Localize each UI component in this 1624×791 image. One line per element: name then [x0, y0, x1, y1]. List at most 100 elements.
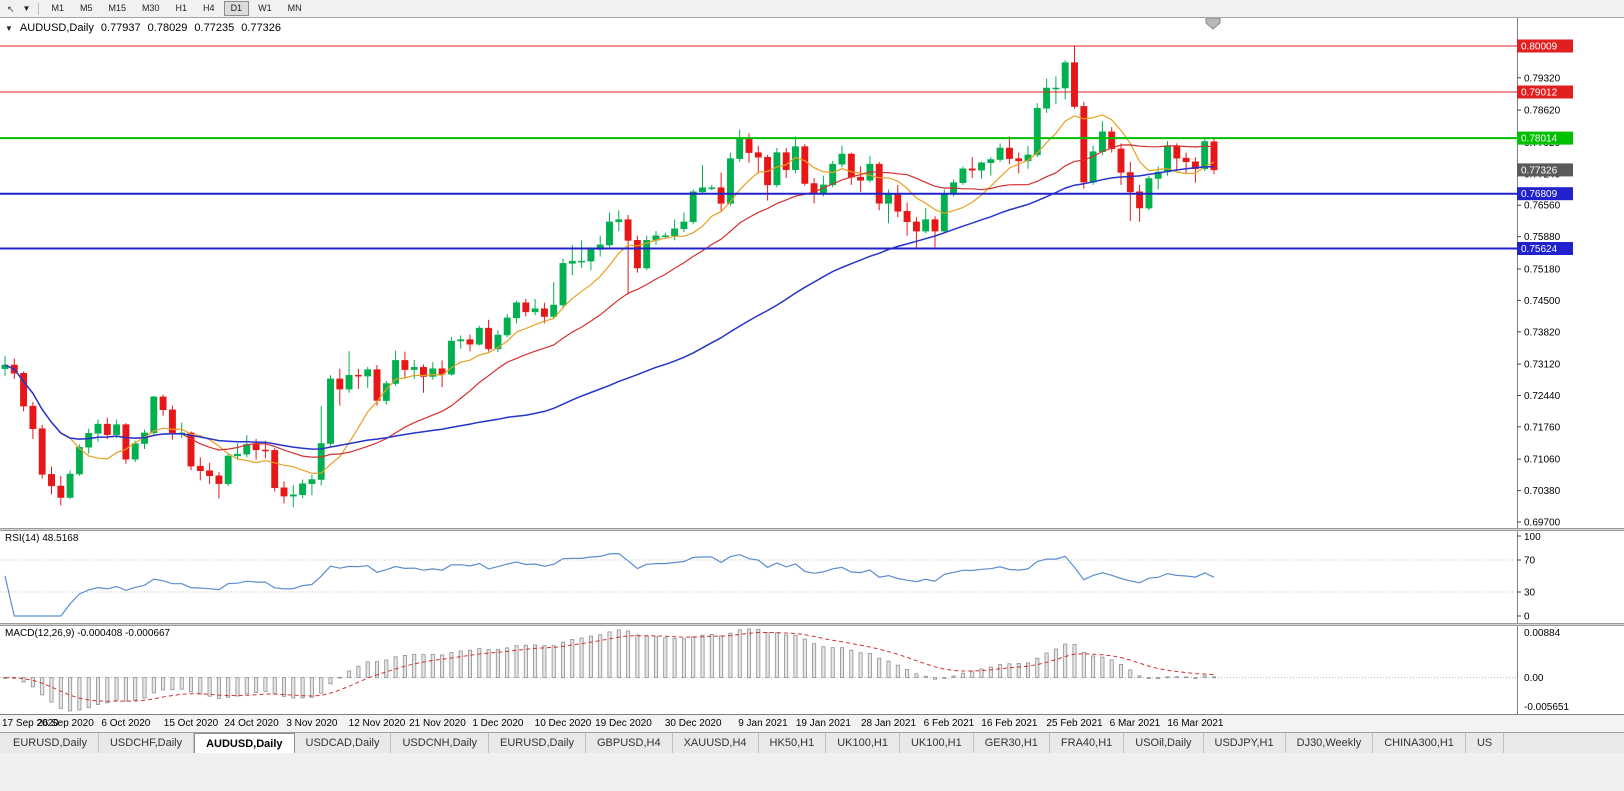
- timeframe-button-d1[interactable]: D1: [223, 1, 250, 16]
- rsi-scale-tick: 30: [1524, 588, 1536, 599]
- price-tick: 0.79320: [1524, 73, 1561, 84]
- macd-scale-tick: 0.00: [1524, 673, 1544, 684]
- price-badge: 0.75624: [1517, 242, 1573, 255]
- date-label: 1 Dec 2020: [472, 718, 524, 729]
- chart-tab-gbpusd-h4[interactable]: GBPUSD,H4: [586, 733, 673, 753]
- chart-tab-uk100-h1[interactable]: UK100,H1: [900, 733, 974, 753]
- date-label: 28 Jan 2021: [860, 718, 917, 729]
- chart-tab-eurusd-daily[interactable]: EURUSD,Daily: [489, 733, 586, 753]
- chart-area: 0.793200.786200.779200.772400.765600.758…: [0, 18, 1624, 732]
- svg-text:0.80009: 0.80009: [1521, 42, 1558, 53]
- price-badge: 0.76809: [1517, 187, 1573, 201]
- date-axis[interactable]: 17 Sep 2020 26 Sep 2020 6 Oct 2020 15 Oct 2…: [0, 714, 1624, 732]
- price-tick: 0.75880: [1524, 232, 1561, 243]
- chart-tab-usdjpy-h1[interactable]: USDJPY,H1: [1204, 733, 1286, 753]
- price-tick: 0.74500: [1524, 296, 1561, 307]
- price-tick: 0.76560: [1524, 201, 1561, 212]
- date-label: 10 Dec 2020: [534, 718, 592, 729]
- panel-splitter[interactable]: [0, 528, 1624, 531]
- svg-text:0.76809: 0.76809: [1521, 189, 1558, 200]
- price-tick: 0.71060: [1524, 455, 1561, 466]
- chart-tab-xauusd-h4[interactable]: XAUUSD,H4: [673, 733, 759, 753]
- candles-layer: [1, 46, 1218, 508]
- chart-tab-usdcad-daily[interactable]: USDCAD,Daily: [295, 733, 392, 753]
- date-label: 6 Feb 2021: [923, 718, 975, 729]
- date-label: 15 Oct 2020: [163, 718, 219, 729]
- timeframe-button-w1[interactable]: W1: [258, 3, 272, 13]
- timeframe-button-m5[interactable]: M5: [79, 3, 93, 13]
- timeframe-toolbar: ↖ ▼ M1 M5 M15 M30 H1 H4 D1 W1 MN: [0, 0, 1624, 18]
- price-badge: 0.78014: [1517, 131, 1573, 145]
- rsi-label: RSI(14) 48.5168: [5, 533, 79, 544]
- symbol-dropdown-icon[interactable]: ▼: [5, 24, 13, 33]
- macd-scale-tick: -0.005651: [1524, 702, 1569, 713]
- date-label: 16 Mar 2021: [1167, 718, 1224, 729]
- date-label: 19 Dec 2020: [595, 718, 652, 729]
- chart-tab-china300-h1[interactable]: CHINA300,H1: [1373, 733, 1466, 753]
- chart-tab-usdcnh-daily[interactable]: USDCNH,Daily: [391, 733, 490, 753]
- timeframe-button-mn[interactable]: MN: [287, 3, 302, 13]
- chart-tab-audusd-daily[interactable]: AUDUSD,Daily: [194, 733, 295, 753]
- timeframe-button-m30[interactable]: M30: [142, 3, 160, 13]
- price-tick: 0.73120: [1524, 360, 1561, 371]
- date-label: 3 Nov 2020: [286, 718, 338, 729]
- date-label: 26 Sep 2020: [37, 718, 94, 729]
- price-tick: 0.78620: [1524, 106, 1561, 117]
- date-label: 16 Feb 2021: [981, 718, 1038, 729]
- rsi-panel[interactable]: 100 70 30 0: [0, 531, 1624, 623]
- rsi-scale-tick: 70: [1524, 556, 1536, 567]
- date-label: 24 Oct 2020: [224, 718, 279, 729]
- ohlc-close: 0.77326: [241, 22, 281, 34]
- chart-tab-ger30-h1[interactable]: GER30,H1: [974, 733, 1050, 753]
- timeframe-button-h4[interactable]: H4: [203, 3, 215, 13]
- chart-tab-usdchf-daily[interactable]: USDCHF,Daily: [99, 733, 195, 753]
- date-label: 9 Jan 2021: [738, 718, 788, 729]
- date-label: 21 Nov 2020: [409, 718, 466, 729]
- toolbar-divider: [38, 2, 40, 15]
- date-label: 6 Oct 2020: [101, 718, 151, 729]
- timeframe-button-m1[interactable]: M1: [51, 3, 64, 13]
- dropdown-caret-icon[interactable]: ▼: [22, 3, 31, 13]
- svg-text:0.78014: 0.78014: [1521, 134, 1558, 145]
- macd-panel[interactable]: 0.00884 0.00 -0.005651: [0, 626, 1624, 714]
- price-badge: 0.80009: [1517, 39, 1573, 53]
- chart-symbol: AUDUSD,Daily: [19, 22, 94, 34]
- chart-tab-bar: EURUSD,Daily USDCHF,Daily AUDUSD,Daily USDC…: [0, 732, 1624, 753]
- ohlc-open: 0.77937: [100, 22, 141, 34]
- price-tick: 0.73820: [1524, 327, 1561, 338]
- price-badge: 0.79012: [1517, 85, 1573, 99]
- price-tick: 0.70380: [1524, 486, 1561, 497]
- date-label: 30 Dec 2020: [664, 718, 722, 729]
- timeframe-button-h1[interactable]: H1: [175, 3, 188, 13]
- price-badge: 0.77326: [1517, 163, 1573, 177]
- chart-tab-usoil-daily[interactable]: USOil,Daily: [1124, 733, 1204, 753]
- chart-tab-hk50-h1[interactable]: HK50,H1: [759, 733, 827, 753]
- chart-tab-fra40-h1[interactable]: FRA40,H1: [1050, 733, 1125, 753]
- rsi-scale-tick: 100: [1524, 532, 1541, 543]
- date-label: 17 Sep 2020: [2, 718, 59, 729]
- date-label: 12 Nov 2020: [348, 718, 406, 729]
- date-label: 6 Mar 2021: [1109, 718, 1161, 729]
- ma-slow-line: [4, 165, 1215, 450]
- macd-scale-tick: 0.00884: [1524, 628, 1561, 639]
- chart-tab-eurusd-daily[interactable]: EURUSD,Daily: [2, 733, 99, 753]
- svg-text:0.77326: 0.77326: [1521, 165, 1558, 176]
- timeframe-buttons: M1 M5 M15 M30 H1 H4 D1 W1 MN: [43, 1, 309, 16]
- chart-shift-marker[interactable]: [1205, 18, 1221, 30]
- ohlc-low: 0.77235: [194, 22, 235, 34]
- chart-tab-uk100-h1[interactable]: UK100,H1: [826, 733, 900, 753]
- svg-text:0.79012: 0.79012: [1521, 88, 1558, 99]
- rsi-scale-tick: 0: [1524, 612, 1530, 623]
- timeframe-button-m15[interactable]: M15: [108, 3, 127, 13]
- ma-mid-line: [4, 144, 1215, 458]
- main-price-chart[interactable]: 0.793200.786200.779200.772400.765600.758…: [0, 18, 1624, 528]
- chart-tab-dj30-weekly[interactable]: DJ30,Weekly: [1286, 733, 1374, 753]
- price-tick: 0.72440: [1524, 391, 1561, 402]
- panel-splitter[interactable]: [0, 623, 1624, 626]
- chart-tab-us[interactable]: US: [1466, 733, 1505, 753]
- cursor-icon[interactable]: ↖: [7, 3, 15, 14]
- date-label: 25 Feb 2021: [1046, 718, 1103, 729]
- chart-ohlc-header: ▼ AUDUSD,Daily 0.77937 0.78029 0.77235 0.7732…: [5, 22, 288, 34]
- price-tick: 0.75180: [1524, 265, 1561, 276]
